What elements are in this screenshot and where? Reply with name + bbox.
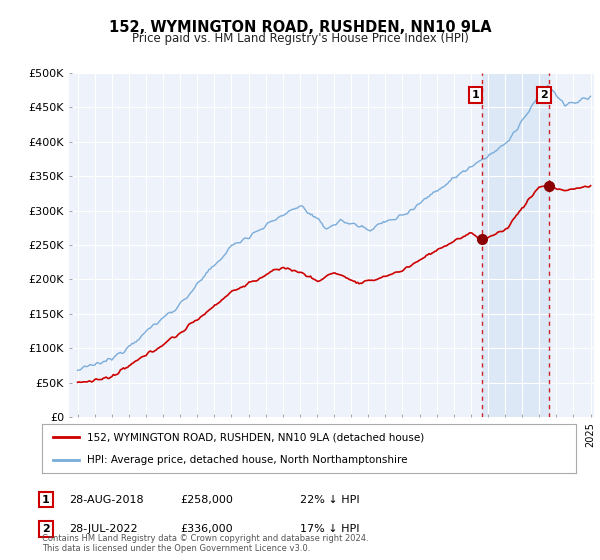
Text: 2: 2 [540,90,548,100]
Bar [482,73,549,417]
Text: 28-AUG-2018: 28-AUG-2018 [69,494,143,505]
Text: 28-JUL-2022: 28-JUL-2022 [69,524,137,534]
Text: 152, WYMINGTON ROAD, RUSHDEN, NN10 9LA (detached house): 152, WYMINGTON ROAD, RUSHDEN, NN10 9LA (… [88,432,425,442]
Text: £336,000: £336,000 [180,524,233,534]
Text: £258,000: £258,000 [180,494,233,505]
Text: 22% ↓ HPI: 22% ↓ HPI [300,494,359,505]
Text: 1: 1 [472,90,479,100]
Text: 1: 1 [42,494,50,505]
Text: 17% ↓ HPI: 17% ↓ HPI [300,524,359,534]
Text: HPI: Average price, detached house, North Northamptonshire: HPI: Average price, detached house, Nort… [88,455,408,465]
Text: Contains HM Land Registry data © Crown copyright and database right 2024.
This d: Contains HM Land Registry data © Crown c… [42,534,368,553]
Text: 2: 2 [42,524,50,534]
Text: 152, WYMINGTON ROAD, RUSHDEN, NN10 9LA: 152, WYMINGTON ROAD, RUSHDEN, NN10 9LA [109,20,491,35]
Text: Price paid vs. HM Land Registry's House Price Index (HPI): Price paid vs. HM Land Registry's House … [131,32,469,45]
